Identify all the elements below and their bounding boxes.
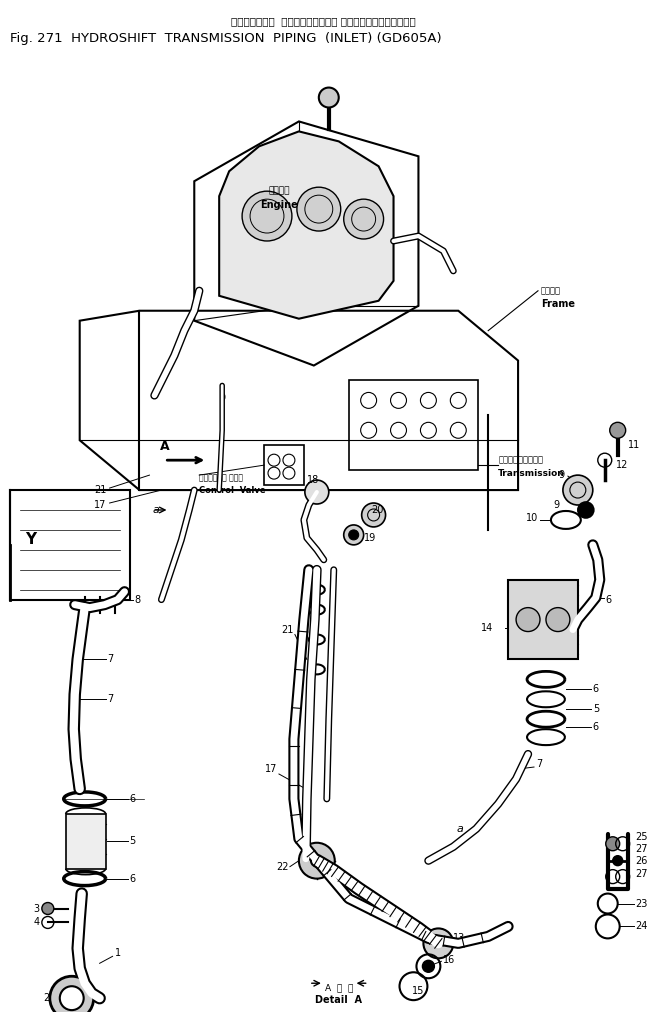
Text: フレーム: フレーム: [541, 286, 561, 295]
Circle shape: [42, 902, 54, 915]
Circle shape: [606, 837, 620, 851]
Text: A: A: [160, 440, 169, 453]
Circle shape: [361, 503, 386, 527]
Text: 11: 11: [628, 440, 640, 450]
Circle shape: [563, 476, 593, 505]
Circle shape: [299, 843, 335, 878]
Text: 21: 21: [94, 485, 106, 495]
Text: 26: 26: [635, 856, 648, 866]
Text: 13: 13: [453, 934, 465, 943]
Circle shape: [344, 525, 363, 545]
Circle shape: [344, 199, 384, 239]
Text: 10: 10: [526, 513, 538, 523]
Text: 6: 6: [130, 794, 136, 804]
Text: コントロール バルブ: コントロール バルブ: [199, 474, 243, 483]
Text: 27: 27: [635, 869, 648, 879]
Text: 4: 4: [34, 918, 40, 928]
Text: 7: 7: [536, 759, 543, 769]
Circle shape: [349, 530, 359, 539]
Circle shape: [50, 976, 93, 1014]
Text: Y: Y: [25, 532, 36, 548]
Text: 20: 20: [372, 505, 384, 515]
Bar: [66, 814, 106, 869]
Text: エンジン: エンジン: [268, 187, 289, 196]
Text: 7: 7: [108, 695, 114, 705]
Text: Fig. 271  HYDROSHIFT  TRANSMISSION  PIPING  (INLET) (GD605A): Fig. 271 HYDROSHIFT TRANSMISSION PIPING …: [10, 31, 441, 45]
Text: 5: 5: [130, 836, 136, 846]
Circle shape: [423, 929, 453, 958]
Circle shape: [297, 188, 341, 231]
Text: 14: 14: [481, 623, 493, 633]
Text: 6: 6: [130, 874, 136, 883]
Circle shape: [609, 422, 626, 438]
Circle shape: [516, 607, 540, 632]
Text: 16: 16: [443, 955, 456, 965]
Text: Engine: Engine: [260, 200, 298, 210]
Text: 23: 23: [635, 898, 648, 909]
Text: 9: 9: [558, 470, 564, 480]
Circle shape: [613, 856, 622, 866]
Text: 2: 2: [43, 993, 50, 1003]
Text: A  拡  大: A 拡 大: [324, 984, 353, 993]
Circle shape: [422, 960, 434, 972]
Text: 12: 12: [616, 460, 628, 470]
Circle shape: [578, 502, 594, 518]
Text: 5: 5: [593, 705, 599, 714]
Text: 3: 3: [34, 903, 40, 914]
Text: 22: 22: [276, 862, 289, 872]
Text: 9: 9: [219, 393, 225, 404]
Text: a: a: [456, 823, 463, 834]
Text: 21: 21: [282, 625, 294, 635]
Text: 15: 15: [412, 987, 424, 996]
Text: トランスミッション: トランスミッション: [498, 455, 543, 464]
Circle shape: [305, 480, 329, 504]
Text: 17: 17: [94, 500, 106, 510]
Text: 6: 6: [593, 722, 599, 732]
Bar: [508, 580, 578, 659]
Text: 17: 17: [265, 764, 277, 774]
Circle shape: [60, 987, 84, 1010]
Text: 24: 24: [635, 922, 648, 932]
Circle shape: [546, 607, 570, 632]
Text: a: a: [153, 505, 159, 515]
Circle shape: [242, 192, 292, 241]
Text: Transmission: Transmission: [498, 468, 565, 478]
Text: 25: 25: [635, 831, 648, 842]
Text: 9: 9: [554, 500, 560, 510]
Text: 1: 1: [115, 948, 121, 958]
Polygon shape: [219, 132, 393, 318]
Text: ハイドロシフト  トランスミッション バイピング（インレット）: ハイドロシフト トランスミッション バイピング（インレット）: [232, 16, 416, 25]
Text: 19: 19: [363, 533, 376, 542]
Text: 6: 6: [593, 684, 599, 695]
Text: Control  Valve: Control Valve: [199, 486, 266, 495]
Circle shape: [319, 87, 339, 107]
Text: 18: 18: [306, 476, 319, 485]
Text: Detail  A: Detail A: [315, 995, 362, 1005]
Text: Frame: Frame: [541, 299, 575, 308]
Text: 8: 8: [134, 594, 141, 604]
Text: 27: 27: [635, 844, 648, 854]
Text: 7: 7: [108, 654, 114, 664]
Text: 6: 6: [606, 594, 612, 604]
